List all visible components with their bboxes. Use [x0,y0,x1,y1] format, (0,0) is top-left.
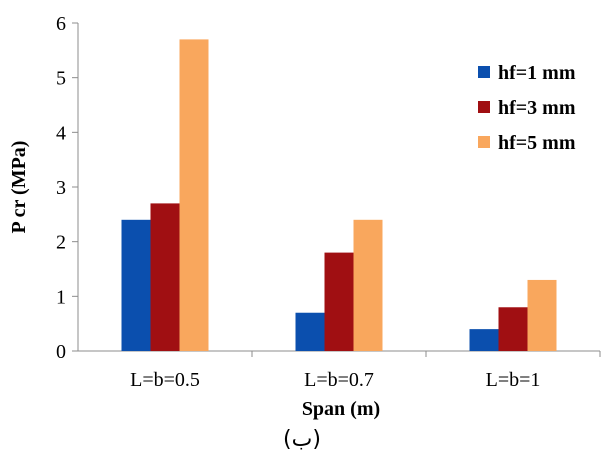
bar [179,39,209,352]
x-tick-label: L=b=0.7 [304,369,374,391]
figure-caption: (ب) [283,427,321,452]
legend-label: hf=3 mm [498,97,576,119]
x-tick-label: L=b=1 [486,369,541,391]
bar [498,307,528,351]
x-axis-title: Span (m) [302,398,380,420]
bar [527,279,557,351]
y-tick-label: 2 [56,232,66,254]
legend: hf=1 mm hf=3 mm hf=5 mm [478,62,576,154]
y-tick-label: 1 [56,286,66,308]
bar [121,219,151,351]
bars [121,39,557,352]
bar [353,219,383,351]
legend-swatch [478,136,490,148]
legend-label: hf=1 mm [498,62,576,84]
tick-labels: 0 1 2 3 4 5 6 L=b=0.5 L=b=0.7 L=b=1 [56,13,540,391]
y-tick-label: 0 [56,341,66,363]
bar [324,252,354,351]
y-tick-label: 6 [56,13,66,35]
legend-swatch [478,101,490,113]
bar [469,329,499,351]
bar [295,312,325,351]
y-tick-label: 3 [56,177,66,199]
legend-swatch [478,66,490,78]
x-tick-label: L=b=0.5 [130,369,200,391]
y-tick-label: 5 [56,68,66,90]
bar [150,203,180,351]
legend-label: hf=5 mm [498,132,576,154]
y-tick-label: 4 [56,122,66,144]
y-axis-title: P cr (MPa) [8,141,30,234]
